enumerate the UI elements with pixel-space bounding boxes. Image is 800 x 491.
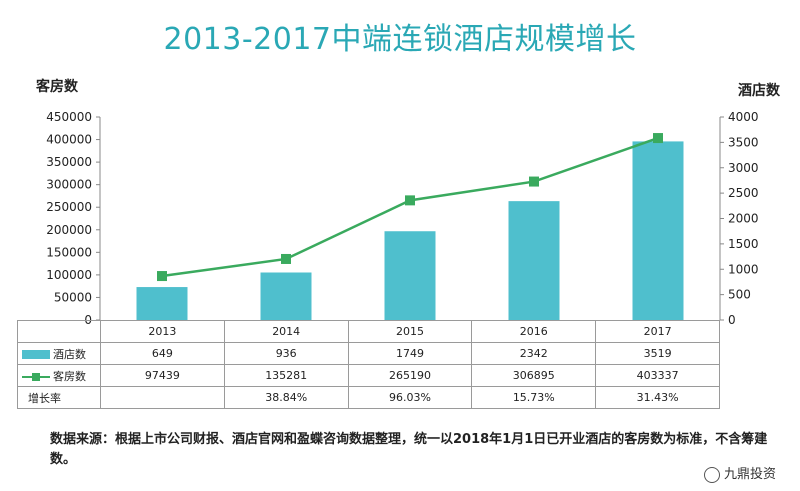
bar-hotels-2013 [136,287,188,320]
bar-hotels-2016 [508,201,560,320]
hotels-cell: 936 [223,342,349,365]
right-tick-label: 4000 [728,110,759,124]
table-row-growth: 增长率 38.84% 96.03% 15.73% 31.43% [17,386,720,409]
left-tick-label: 400000 [46,133,92,147]
table-row-hotels: 酒店数 649 936 1749 2342 3519 [17,342,720,365]
growth-cell: 96.03% [347,386,473,409]
point-rooms-2015 [405,195,415,206]
left-tick-label: 450000 [46,110,92,124]
left-tick-label: 300000 [46,178,92,192]
left-tick-label: 150000 [46,245,92,259]
left-tick-label: 100000 [46,268,92,282]
left-tick-label: 250000 [46,200,92,214]
wechat-icon [703,466,720,483]
line-legend-marker [22,372,50,381]
bar-hotels-2015 [384,231,436,320]
rooms-cell: 97439 [100,364,225,387]
point-rooms-2016 [529,176,539,187]
hotels-cell: 2342 [471,342,597,365]
watermark: 九鼎投资 [703,463,776,483]
chart-plot: 0 50000 100000 150000 200000 250000 300000 3500… [46,110,759,327]
legend-hotels: 酒店数 [17,342,101,365]
point-rooms-2013 [157,271,167,282]
right-tick-label: 500 [728,288,751,302]
right-tick-label: 2500 [728,186,759,200]
watermark-text: 九鼎投资 [723,467,776,482]
right-tick-label: 3500 [728,135,759,149]
table-header-2013: 2013 [100,320,225,343]
growth-cell: 31.43% [595,386,720,409]
table-corner [17,320,101,343]
right-tick-label: 3000 [728,161,759,175]
right-tick-label: 1500 [728,237,759,251]
table-header-2015: 2015 [347,320,473,343]
table-header-row: 2013 2014 2015 2016 2017 [17,320,720,343]
table-header-2017: 2017 [595,320,720,343]
left-axis-label: 客房数 [36,79,78,95]
hotels-cell: 649 [100,342,225,365]
bar-hotels-2017 [632,141,684,320]
point-rooms-2017 [653,133,663,144]
growth-cell [100,386,225,409]
table-row-rooms: 客房数 97439 135281 265190 306895 403337 [17,364,720,387]
point-rooms-2014 [281,253,291,264]
rooms-cell: 403337 [595,364,720,387]
growth-cell: 15.73% [471,386,597,409]
right-axis-label: 酒店数 [738,83,780,99]
source-note: 数据来源：根据上市公司财报、酒店官网和盈蝶咨询数据整理，统一以2018年1月1日… [50,432,768,467]
bar-hotels-2014 [260,272,312,320]
table-header-2014: 2014 [223,320,349,343]
right-tick-label: 2000 [728,212,759,226]
hotels-cell: 3519 [595,342,720,365]
growth-cell: 38.84% [223,386,349,409]
right-tick-label: 0 [728,313,736,327]
left-tick-label: 200000 [46,223,92,237]
legend-rooms-label: 客房数 [53,369,86,383]
left-tick-label: 350000 [46,155,92,169]
chart-title: 2013-2017中端连锁酒店规模增长 [163,22,637,57]
rooms-cell: 135281 [223,364,349,387]
left-tick-label: 50000 [54,290,92,304]
hotels-cell: 1749 [347,342,473,365]
legend-rooms: 客房数 [17,364,101,387]
bar-legend-swatch [22,350,50,359]
legend-hotels-label: 酒店数 [53,347,86,361]
right-tick-label: 1000 [728,262,759,276]
growth-label: 增长率 [17,386,101,409]
rooms-cell: 306895 [471,364,597,387]
table-header-2016: 2016 [471,320,597,343]
data-table: 2013 2014 2015 2016 2017 酒店数 649 936 174… [17,320,720,409]
rooms-cell: 265190 [347,364,473,387]
